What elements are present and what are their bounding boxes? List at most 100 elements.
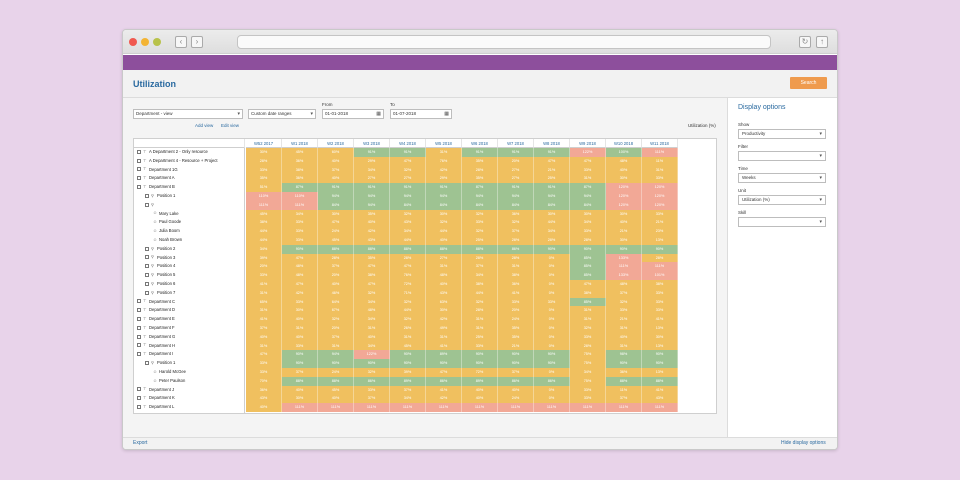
utilization-cell[interactable]: 40% (246, 403, 282, 412)
utilization-cell[interactable]: 0% (534, 288, 570, 298)
utilization-cell[interactable]: 30% (606, 174, 642, 184)
utilization-cell[interactable]: 31% (318, 341, 354, 351)
utilization-cell[interactable]: 0% (534, 324, 570, 333)
utilization-cell[interactable]: 32% (606, 297, 642, 307)
utilization-cell[interactable]: 90% (498, 359, 534, 368)
date-range-select[interactable]: Custom date ranges ▾ (248, 109, 316, 119)
share-icon[interactable]: ↑ (816, 36, 828, 48)
utilization-cell[interactable]: 71% (390, 288, 426, 298)
utilization-cell[interactable]: 34% (282, 209, 318, 219)
utilization-cell[interactable]: 33% (282, 297, 318, 307)
utilization-cell[interactable]: 111% (642, 262, 678, 272)
utilization-cell[interactable]: 35% (354, 253, 390, 263)
utilization-cell[interactable]: 94% (426, 192, 462, 201)
utilization-cell[interactable]: 44% (534, 218, 570, 228)
utilization-cell[interactable]: 88% (642, 376, 678, 386)
utilization-cell[interactable]: 88% (318, 376, 354, 386)
expand-toggle-icon[interactable] (137, 405, 141, 410)
utilization-cell[interactable]: 41% (246, 280, 282, 289)
utilization-cell[interactable]: 40% (318, 174, 354, 184)
utilization-cell[interactable]: 86% (498, 244, 534, 254)
utilization-cell[interactable]: 90% (426, 359, 462, 368)
utilization-cell[interactable]: 25% (462, 332, 498, 342)
tree-row[interactable]: ⚲ Position 3 (134, 254, 175, 263)
utilization-cell[interactable]: 94% (318, 192, 354, 201)
utilization-cell[interactable]: 38% (642, 280, 678, 289)
utilization-cell[interactable]: 91% (534, 183, 570, 192)
tree-row[interactable]: ⚲ Position 1 (134, 359, 175, 368)
utilization-cell[interactable]: 40% (462, 394, 498, 404)
utilization-cell[interactable]: 111% (282, 403, 318, 412)
utilization-cell[interactable]: 40% (354, 332, 390, 342)
tree-row[interactable]: ⚲ Position 7 (134, 289, 175, 298)
utilization-cell[interactable]: 28% (498, 253, 534, 263)
utilization-cell[interactable]: 49% (426, 324, 462, 333)
utilization-cell[interactable]: 39% (246, 253, 282, 263)
utilization-cell[interactable]: 0% (534, 253, 570, 263)
utilization-cell[interactable]: 33% (282, 236, 318, 245)
utilization-cell[interactable]: 41% (498, 288, 534, 298)
utilization-cell[interactable]: 35% (498, 332, 534, 342)
utilization-cell[interactable]: 47% (390, 262, 426, 272)
utilization-cell[interactable]: 20% (498, 156, 534, 166)
expand-toggle-icon[interactable] (137, 317, 141, 322)
utilization-cell[interactable]: 90% (390, 350, 426, 360)
tree-row[interactable]: ⚲ Position 2 (134, 245, 175, 254)
expand-toggle-icon[interactable] (145, 202, 149, 207)
utilization-cell[interactable]: 36% (498, 209, 534, 219)
utilization-cell[interactable]: 31% (354, 324, 390, 333)
utilization-cell[interactable]: 72% (390, 280, 426, 289)
utilization-cell[interactable]: 34% (570, 218, 606, 228)
utilization-cell[interactable]: 26% (390, 324, 426, 333)
utilization-cell[interactable]: 90% (606, 359, 642, 368)
utilization-cell[interactable]: 101% (642, 271, 678, 280)
expand-toggle-icon[interactable] (137, 334, 141, 339)
utilization-cell[interactable]: 40% (498, 385, 534, 395)
utilization-cell[interactable]: 40% (606, 332, 642, 342)
utilization-cell[interactable]: 89% (426, 350, 462, 360)
utilization-cell[interactable]: 23% (642, 227, 678, 236)
utilization-cell[interactable]: 13% (642, 368, 678, 377)
utilization-cell[interactable]: 98% (606, 350, 642, 360)
utilization-cell[interactable]: 90% (534, 359, 570, 368)
utilization-cell[interactable]: 44% (462, 288, 498, 298)
utilization-cell[interactable]: 41% (642, 385, 678, 395)
utilization-cell[interactable]: 91% (390, 148, 426, 157)
utilization-cell[interactable]: 47% (282, 280, 318, 289)
tree-row[interactable]: ⊤ Department B (134, 183, 175, 192)
utilization-cell[interactable]: 100% (606, 148, 642, 157)
utilization-cell[interactable]: 32% (462, 209, 498, 219)
utilization-cell[interactable]: 94% (462, 192, 498, 201)
utilization-cell[interactable]: 27% (498, 174, 534, 184)
utilization-cell[interactable]: 91% (534, 148, 570, 157)
utilization-cell[interactable]: 44% (246, 227, 282, 236)
utilization-cell[interactable]: 30% (642, 332, 678, 342)
utilization-cell[interactable]: 120% (642, 200, 678, 210)
display-option-select[interactable]: ▾ (738, 217, 826, 227)
utilization-cell[interactable]: 31% (606, 341, 642, 351)
utilization-cell[interactable]: 30% (606, 236, 642, 245)
utilization-cell[interactable]: 27% (354, 174, 390, 184)
tree-row[interactable]: ⊤ Department A (134, 174, 175, 183)
utilization-cell[interactable]: 38% (570, 288, 606, 298)
utilization-cell[interactable]: 37% (462, 262, 498, 272)
utilization-cell[interactable]: 43% (426, 288, 462, 298)
close-window-button[interactable] (129, 38, 137, 46)
to-date-input[interactable]: 01-07-2018 ▦ (390, 109, 452, 119)
utilization-cell[interactable]: 36% (606, 368, 642, 377)
tree-row[interactable]: ⊤ Department I (134, 350, 173, 359)
utilization-cell[interactable]: 33% (498, 297, 534, 307)
utilization-cell[interactable]: 0% (534, 385, 570, 395)
utilization-cell[interactable]: 110% (282, 192, 318, 201)
utilization-cell[interactable]: 48% (282, 262, 318, 272)
utilization-cell[interactable]: 89% (462, 376, 498, 386)
utilization-cell[interactable]: 38% (354, 271, 390, 280)
utilization-cell[interactable]: 28% (498, 236, 534, 245)
utilization-cell[interactable]: 37% (318, 332, 354, 342)
column-header[interactable]: W9 2018 (570, 139, 606, 148)
utilization-cell[interactable]: 133% (606, 271, 642, 280)
tree-row[interactable]: ⚲ Position 1 (134, 192, 175, 201)
utilization-cell[interactable]: 30% (606, 209, 642, 219)
utilization-cell[interactable]: 40% (282, 332, 318, 342)
utilization-cell[interactable]: 48% (606, 156, 642, 166)
